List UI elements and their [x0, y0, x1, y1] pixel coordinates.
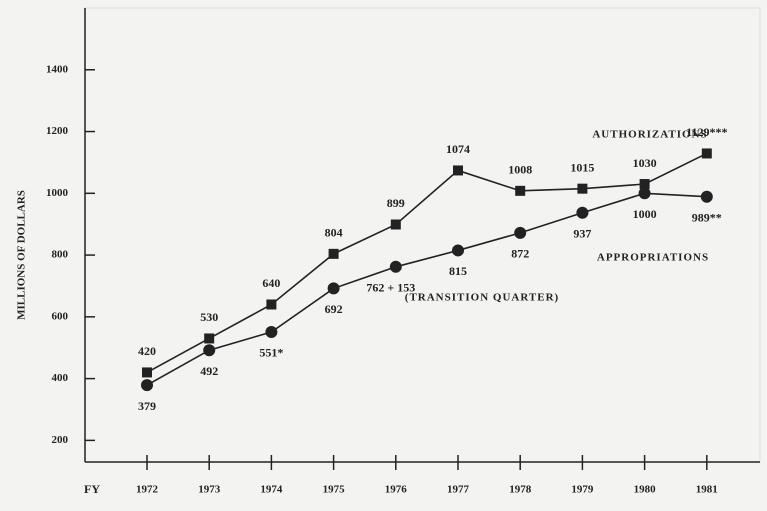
x-axis-label: FY	[84, 482, 100, 496]
data-label: 1030	[633, 156, 657, 170]
data-label: 530	[200, 310, 218, 324]
x-tick-label: 1979	[571, 484, 594, 496]
data-label: 989**	[692, 210, 722, 224]
data-label: 815	[449, 264, 467, 278]
data-label: 420	[138, 344, 156, 358]
series-line	[146, 152, 708, 374]
x-tick-label: 1974	[260, 484, 283, 496]
y-tick-label: 1200	[46, 125, 69, 137]
series-line	[146, 192, 707, 386]
point	[327, 282, 340, 295]
point	[142, 367, 152, 378]
series-label: APPROPRIATIONS	[597, 252, 709, 264]
data-label: 899	[387, 196, 405, 210]
x-tick-label: 1980	[634, 484, 657, 496]
point	[390, 219, 401, 230]
data-label: 551*	[259, 346, 283, 360]
point	[515, 185, 526, 196]
data-label: 692	[325, 302, 343, 316]
x-tick-label: 1973	[198, 484, 221, 496]
y-tick-label: 400	[52, 372, 69, 384]
point	[204, 333, 215, 344]
y-tick-label: 200	[52, 434, 69, 446]
y-tick-label: 1000	[46, 187, 69, 199]
y-tick-label: 800	[52, 249, 69, 261]
x-tick-label: 1981	[696, 484, 718, 496]
point	[389, 260, 402, 273]
point	[638, 187, 651, 200]
point	[639, 179, 650, 190]
point	[141, 379, 153, 392]
x-tick-label: 1977	[447, 484, 470, 496]
point	[700, 190, 713, 203]
x-tick-label: 1976	[385, 484, 408, 496]
point	[453, 165, 463, 176]
point	[328, 248, 339, 259]
x-tick-label: 1978	[509, 484, 532, 496]
data-label: 1015	[570, 160, 594, 174]
plot-frame	[84, 7, 761, 463]
data-label: 872	[511, 247, 529, 261]
point	[452, 244, 464, 257]
data-label: 1129***	[686, 125, 727, 139]
data-label: 1074	[446, 142, 470, 156]
point	[203, 344, 216, 357]
annotation: (TRANSITION QUARTER)	[405, 292, 559, 304]
y-tick-label: 1400	[46, 63, 69, 75]
series-label: AUTHORIZATIONS	[592, 129, 707, 141]
point	[701, 148, 712, 159]
y-tick-label: 600	[52, 310, 69, 322]
x-tick-label: 1972	[136, 484, 159, 496]
data-label: 379	[138, 399, 156, 413]
point	[266, 299, 277, 310]
point	[576, 206, 589, 219]
point	[265, 325, 278, 338]
data-label: 762 + 153	[366, 281, 415, 295]
data-label: 492	[200, 364, 218, 378]
y-axis-label: MILLIONS OF DOLLARS	[16, 190, 28, 320]
data-label: 1008	[508, 163, 532, 177]
data-label: 804	[325, 226, 343, 240]
point	[577, 183, 588, 194]
x-tick-label: 1975	[323, 484, 346, 496]
data-label: 937	[573, 227, 591, 241]
point	[514, 226, 527, 239]
data-label: 640	[262, 276, 280, 290]
data-label: 1000	[633, 207, 657, 221]
